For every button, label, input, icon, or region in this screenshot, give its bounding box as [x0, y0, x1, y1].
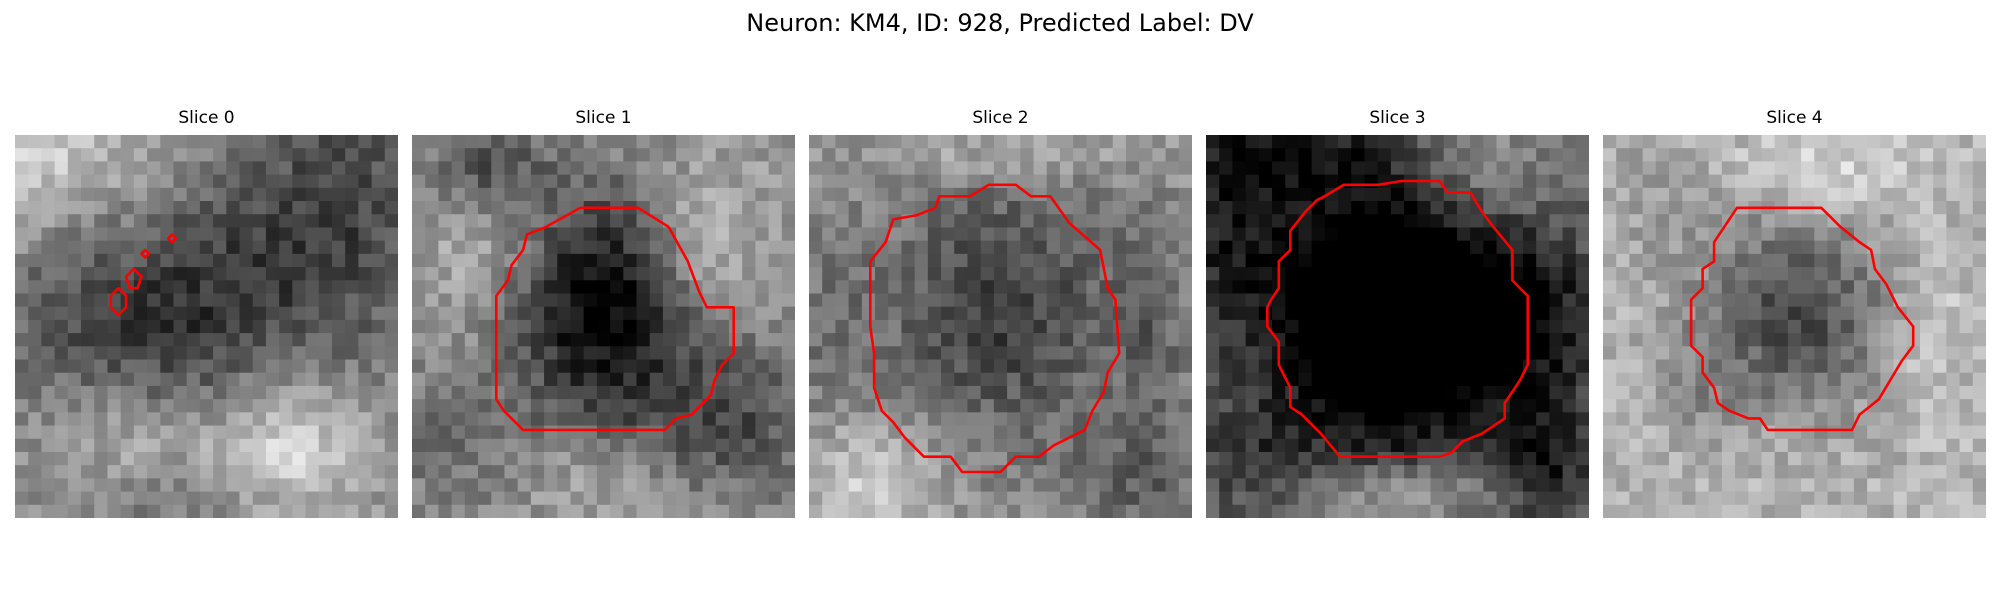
slice-panel-3: Slice 3	[1206, 108, 1589, 518]
slice-image-4	[1603, 135, 1986, 518]
segmentation-contour-0-3	[166, 233, 178, 244]
pixel-grid-2	[809, 135, 1192, 518]
slice-title-0: Slice 0	[178, 108, 235, 128]
segmentation-contour-0-2	[140, 248, 151, 259]
slice-title-4: Slice 4	[1766, 108, 1823, 128]
segmentation-contour-4-0	[1689, 206, 1915, 432]
slice-panel-2: Slice 2	[809, 108, 1192, 518]
slice-image-1	[412, 135, 795, 518]
slice-title-1: Slice 1	[575, 108, 632, 128]
segmentation-contour-2-0	[868, 183, 1121, 474]
pixel-grid-0	[15, 135, 398, 518]
slice-title-3: Slice 3	[1369, 108, 1426, 128]
slice-panel-0: Slice 0	[15, 108, 398, 518]
slice-image-2	[809, 135, 1192, 518]
segmentation-contour-3-0	[1265, 179, 1530, 459]
pixel-grid-3	[1206, 135, 1589, 518]
slice-image-0	[15, 135, 398, 518]
slice-title-2: Slice 2	[972, 108, 1029, 128]
pixel-grid-1	[412, 135, 795, 518]
segmentation-contour-1-0	[495, 206, 736, 432]
segmentation-contour-0-0	[109, 286, 128, 317]
slice-panel-4: Slice 4	[1603, 108, 1986, 518]
slice-image-3	[1206, 135, 1589, 518]
segmentation-contour-0-1	[124, 267, 143, 290]
figure-title: Neuron: KM4, ID: 928, Predicted Label: D…	[746, 9, 1254, 37]
pixel-grid-4	[1603, 135, 1986, 518]
slice-panel-1: Slice 1	[412, 108, 795, 518]
